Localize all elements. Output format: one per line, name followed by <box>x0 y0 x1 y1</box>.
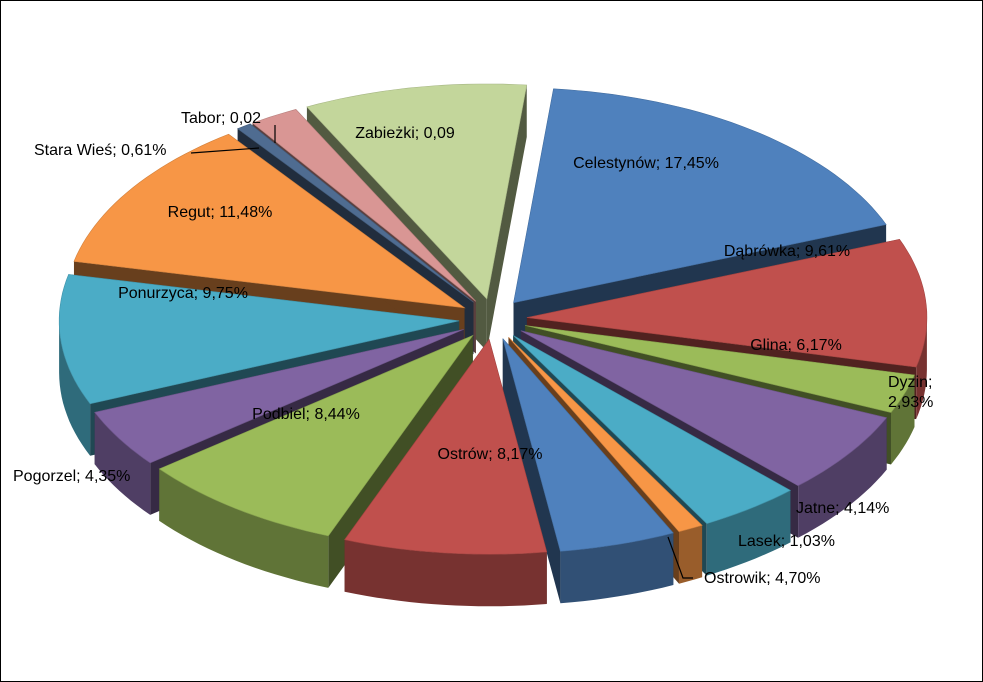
pie-slice-ostrowik <box>502 338 674 604</box>
leader-line-stara-wies <box>190 147 260 154</box>
data-label-pogorzel: Pogorzel; 4,35% <box>13 468 130 485</box>
data-label-dyzin: Dyzin; <box>888 374 932 391</box>
data-label-glina: Glina; 6,17% <box>750 337 842 354</box>
data-label-stara-wies: Stara Wieś; 0,61% <box>34 142 167 159</box>
data-label-ponurzyca: Ponurzyca; 9,75% <box>118 285 248 302</box>
data-label-ostrow: Ostrów; 8,17% <box>438 446 543 463</box>
data-label-regut: Regut; 11,48% <box>168 204 273 221</box>
data-label-jatne: Jatne; 4,14% <box>796 500 889 517</box>
data-label-tabor: Tabor; 0,02 <box>181 110 261 127</box>
leader-line-ostrowik <box>667 536 693 579</box>
data-label-dyzin-line2: 2,93% <box>888 394 933 411</box>
data-label-lasek: Lasek; 1,03% <box>738 533 835 550</box>
data-label-ostrowik: Ostrowik; 4,70% <box>704 570 820 587</box>
pie-slice-ostrow <box>344 338 548 607</box>
data-label-podbiel: Podbiel; 8,44% <box>252 406 360 423</box>
data-label-dabrowka: Dąbrówka; 9,61% <box>724 243 850 260</box>
data-label-zabiezki: Zabieżki; 0,09 <box>355 125 455 142</box>
data-label-celestynow: Celestynów; 17,45% <box>573 155 719 172</box>
